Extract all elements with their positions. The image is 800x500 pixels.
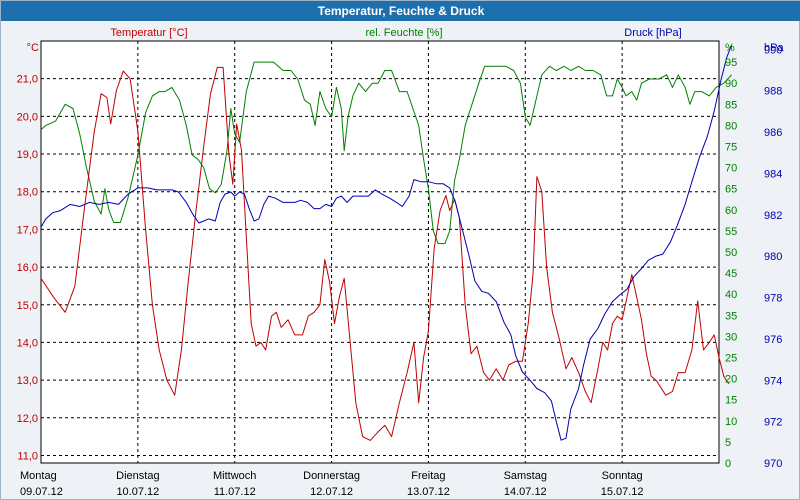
x-tick-date: 13.07.12 xyxy=(407,486,450,498)
x-tick-date: 15.07.12 xyxy=(601,486,644,498)
humidity-tick-label: 15 xyxy=(725,395,737,407)
temperature-tick-label: 13,0 xyxy=(17,375,38,387)
humidity-tick-label: 80 xyxy=(725,120,737,132)
x-tick-day: Dienstag xyxy=(116,470,159,482)
humidity-tick-label: 30 xyxy=(725,331,737,343)
humidity-tick-label: 45 xyxy=(725,268,737,280)
humidity-tick-label: 85 xyxy=(725,99,737,111)
pressure-tick-label: 988 xyxy=(764,86,782,98)
humidity-tick-label: 40 xyxy=(725,289,737,301)
temperature-tick-label: 15,0 xyxy=(17,300,38,312)
humidity-tick-label: 20 xyxy=(725,374,737,386)
window-title: Temperatur, Feuchte & Druck xyxy=(1,1,800,21)
x-tick-date: 09.07.12 xyxy=(20,486,63,498)
pressure-tick-label: 974 xyxy=(764,375,782,387)
x-tick-day: Samstag xyxy=(504,470,547,482)
humidity-tick-label: 10 xyxy=(725,416,737,428)
humidity-tick-label: 55 xyxy=(725,226,737,238)
humidity-tick-label: 60 xyxy=(725,205,737,217)
humidity-tick-label: 65 xyxy=(725,184,737,196)
pressure-tick-label: 984 xyxy=(764,168,782,180)
grid xyxy=(41,41,719,463)
x-tick-day: Donnerstag xyxy=(303,470,360,482)
temperature-tick-label: 17,0 xyxy=(17,224,38,236)
temperature-tick-label: 11,0 xyxy=(17,450,38,462)
x-tick-date: 11.07.12 xyxy=(214,486,256,498)
humidity-tick-label: 25 xyxy=(725,353,737,365)
temperature-axis-label: Temperatur [°C] xyxy=(110,27,187,39)
humidity-tick-label: 35 xyxy=(725,310,737,322)
humidity-tick-label: 0 xyxy=(725,458,731,470)
temperature-tick-label: 21,0 xyxy=(17,74,38,86)
humidity-tick-label: 95 xyxy=(725,57,737,69)
temperature-tick-label: 16,0 xyxy=(17,262,38,274)
pressure-tick-label: 970 xyxy=(764,458,782,470)
plot-area xyxy=(40,40,720,464)
x-tick-date: 14.07.12 xyxy=(504,486,547,498)
pressure-tick-label: 980 xyxy=(764,251,782,263)
temperature-tick-label: 19,0 xyxy=(17,149,38,161)
humidity-axis-label: rel. Feuchte [%] xyxy=(365,27,442,39)
pressure-tick-label: 990 xyxy=(764,44,782,56)
temperature-series-line xyxy=(40,66,730,441)
pressure-axis-label: Druck [hPa] xyxy=(624,27,681,39)
x-tick-day: Mittwoch xyxy=(213,470,256,482)
axis-ticks: 11,0 12,0 13,0 14,0 15,0 16,0 17,0 18,0 19,0 20,0… xyxy=(17,44,783,498)
humidity-series-line xyxy=(40,61,732,245)
temperature-tick-label: 18,0 xyxy=(17,187,38,199)
x-tick-date: 10.07.12 xyxy=(116,486,159,498)
pressure-unit-label: hPa xyxy=(764,42,784,54)
x-tick-day: Montag xyxy=(20,470,57,482)
series-lines xyxy=(40,44,733,441)
humidity-unit-label: % xyxy=(725,42,735,54)
temperature-unit-label: °C xyxy=(27,42,39,54)
pressure-tick-label: 986 xyxy=(764,127,782,139)
humidity-tick-label: 75 xyxy=(725,142,737,154)
pressure-series-line xyxy=(40,44,733,441)
x-tick-date: 12.07.12 xyxy=(310,486,353,498)
humidity-tick-label: 70 xyxy=(725,163,737,175)
chart-canvas: 11,0 12,0 13,0 14,0 15,0 16,0 17,0 18,0 19,0 20,0… xyxy=(17,27,785,498)
humidity-tick-label: 90 xyxy=(725,78,737,90)
temperature-tick-label: 20,0 xyxy=(17,111,38,123)
temperature-tick-label: 12,0 xyxy=(17,413,38,425)
pressure-tick-label: 972 xyxy=(764,417,782,429)
x-tick-day: Freitag xyxy=(411,470,445,482)
humidity-tick-label: 5 xyxy=(725,437,731,449)
pressure-tick-label: 976 xyxy=(764,334,782,346)
pressure-tick-label: 978 xyxy=(764,293,782,305)
humidity-tick-label: 50 xyxy=(725,247,737,259)
x-tick-day: Sonntag xyxy=(602,470,643,482)
pressure-tick-label: 982 xyxy=(764,210,782,222)
temperature-tick-label: 14,0 xyxy=(17,337,38,349)
